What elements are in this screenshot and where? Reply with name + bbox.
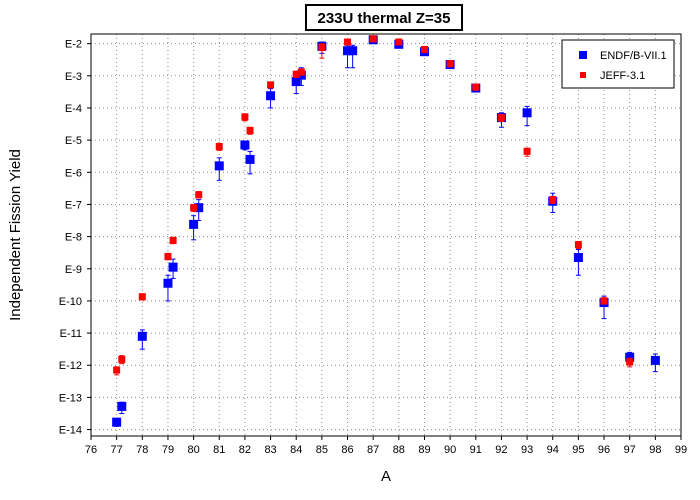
x-tick-label: 92 [495,444,507,456]
y-tick-label: E-2 [65,39,82,51]
jeff-data-point [497,114,505,122]
jeff-data-point [113,366,121,374]
jeff-data-point [395,38,403,46]
legend-marker-endf [579,51,587,59]
endf-data-point [291,77,301,87]
jeff-data-point [246,126,254,134]
chart-title: 233U thermal Z=35 [318,10,451,27]
endf-data-point [650,355,660,365]
x-tick-label: 94 [547,444,559,456]
y-tick-label: E-6 [65,167,82,179]
x-tick-label: 88 [393,444,405,456]
endf-data-point [137,331,147,341]
y-tick-label: E-9 [65,264,82,276]
jeff-data-point [292,70,300,78]
endf-data-point [573,253,583,263]
y-tick-label: E-12 [59,360,82,372]
plot-frame [90,33,682,437]
jeff-data-point [626,358,634,366]
y-tick-label: E-3 [65,71,82,83]
x-tick-label: 81 [213,444,225,456]
jeff-data-point [369,35,377,43]
x-tick-label: 85 [316,444,328,456]
jeff-data-point [420,45,428,53]
endf-data-point [343,46,353,56]
x-tick-label: 96 [598,444,610,456]
jeff-data-point [241,113,249,121]
endf-data-point [625,352,635,362]
x-tick-label: 82 [239,444,251,456]
jeff-data-point [169,236,177,244]
jeff-data-point [574,241,582,249]
x-tick-label: 84 [290,444,302,456]
x-tick-label: 98 [649,444,661,456]
jeff-data-point [549,196,557,204]
y-tick-label: E-10 [59,296,82,308]
jeff-data-point [190,204,198,212]
x-tick-label: 77 [111,444,123,456]
x-tick-label: 86 [341,444,353,456]
endf-data-point [348,46,358,56]
jeff-data-point [138,293,146,301]
x-tick-label: 83 [264,444,276,456]
jeff-data-point [472,83,480,91]
x-axis-label: A [381,468,391,485]
x-tick-label: 91 [470,444,482,456]
jeff-data-point [318,44,326,52]
x-tick-label: 99 [675,444,687,456]
jeff-data-point [523,147,531,155]
y-tick-label: E-7 [65,199,82,211]
x-tick-label: 93 [521,444,533,456]
endf-data-point [163,278,173,288]
jeff-data-point [344,38,352,46]
endf-data-point [117,401,127,411]
x-tick-label: 78 [136,444,148,456]
endf-data-point [112,417,122,427]
jeff-data-point [600,297,608,305]
y-tick-label: E-13 [59,392,82,404]
endf-data-point [214,161,224,171]
y-tick-label: E-8 [65,232,82,244]
jeff-data-point [195,191,203,199]
endf-data-point [194,203,204,213]
endf-data-point [189,219,199,229]
jeff-data-point [215,143,223,151]
y-tick-label: E-5 [65,135,82,147]
y-tick-label: E-11 [60,328,82,340]
legend-marker-jeff [580,72,586,78]
y-tick-label: E-4 [65,103,82,115]
title-box [305,4,463,31]
x-tick-label: 95 [572,444,584,456]
endf-data-point [168,262,178,272]
x-tick-label: 87 [367,444,379,456]
x-tick-label: 89 [418,444,430,456]
axis-ticks: 76 77 78 79 80 81 82 83 84 85 86 87 88 89 90 91 92 93 94 95… [59,39,687,456]
endf-data-point [240,140,250,150]
jeff-data-point [267,81,275,89]
y-axis-label: Independent Fission Yield [7,149,24,321]
legend-label-jeff: JEFF-3.1 [600,70,645,82]
y-tick-label: E-14 [59,425,82,437]
x-tick-label: 80 [187,444,199,456]
x-tick-label: 97 [624,444,636,456]
endf-data-point [522,108,532,118]
data-marks [112,35,660,427]
endf-data-point [245,154,255,164]
x-tick-label: 79 [162,444,174,456]
jeff-data-point [297,68,305,76]
legend-box [561,39,675,89]
legend-label-endf: ENDF/B-VII.1 [600,50,667,62]
endf-data-point [266,91,276,101]
x-tick-label: 76 [85,444,97,456]
jeff-data-point [164,253,172,261]
jeff-data-point [446,60,454,68]
x-tick-label: 90 [444,444,456,456]
jeff-data-point [118,355,126,363]
legend: ENDF/B-VII.1 JEFF-3.1 [561,39,675,89]
